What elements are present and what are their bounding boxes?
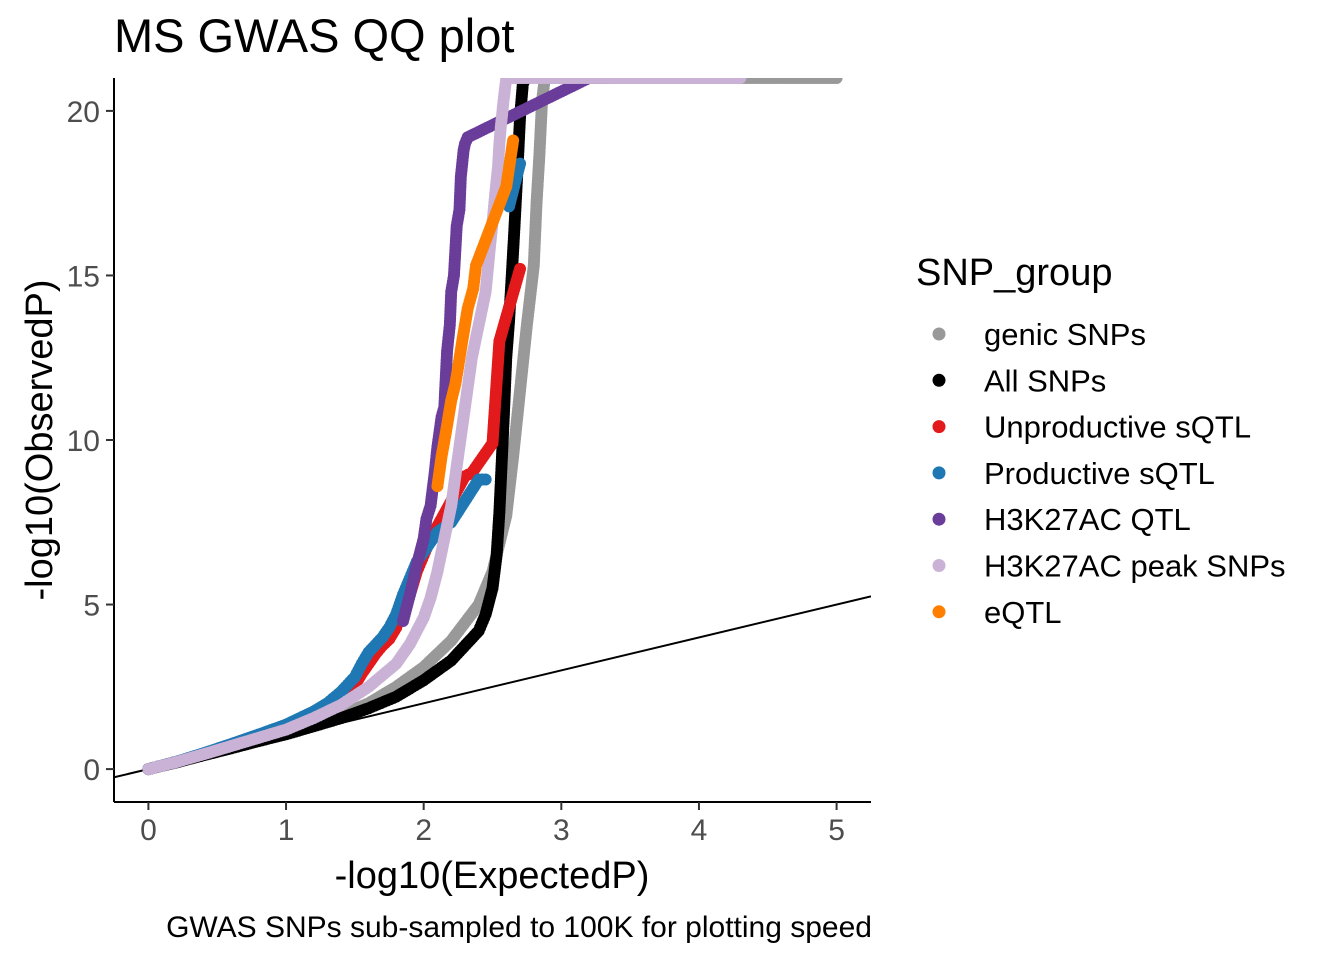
legend-label: genic SNPs (984, 317, 1146, 352)
chart-caption: GWAS SNPs sub-sampled to 100K for plotti… (166, 911, 872, 944)
data-point (507, 134, 520, 147)
legend-key (932, 559, 946, 572)
x-tick-label: 4 (691, 814, 708, 847)
x-tick-label: 3 (553, 814, 570, 847)
axes: 0 1 2 3 4 5 0 5 10 15 20 (67, 78, 871, 847)
legend-label: H3K27AC peak SNPs (984, 549, 1286, 584)
y-axis-label: -log10(ObservedP) (19, 279, 61, 600)
series-6 (431, 134, 520, 493)
data-point (734, 78, 747, 84)
legend-key (932, 605, 946, 619)
y-tick-label: 10 (67, 425, 100, 458)
x-tick-label: 1 (278, 814, 295, 847)
legend-key (932, 327, 946, 341)
y-tick-label: 20 (67, 96, 100, 129)
x-tick-label: 2 (415, 814, 432, 847)
legend-label: All SNPs (984, 363, 1106, 398)
legend: genic SNPs All SNPs Unproductive sQTL Produ… (932, 317, 1286, 630)
data-point (514, 262, 527, 275)
plot-panel (114, 78, 871, 779)
y-tick-label: 5 (83, 590, 100, 623)
legend-key (932, 466, 946, 480)
y-tick-label: 15 (67, 260, 100, 293)
y-tick-label: 0 (83, 754, 100, 787)
legend-label: Unproductive sQTL (984, 410, 1251, 445)
x-tick-label: 5 (828, 814, 845, 847)
legend-label: Productive sQTL (984, 456, 1215, 491)
data-point (830, 78, 843, 84)
series-5 (142, 78, 747, 776)
legend-title: SNP_group (916, 252, 1112, 294)
data-point (479, 473, 492, 486)
data-point (514, 157, 527, 170)
legend-key (932, 373, 946, 387)
legend-key (932, 420, 946, 434)
series-3 (142, 157, 527, 776)
x-tick-label: 0 (140, 814, 157, 847)
legend-label: eQTL (984, 595, 1062, 630)
x-axis-label: -log10(ExpectedP) (335, 855, 650, 897)
series-1 (142, 78, 532, 776)
series-4 (397, 78, 616, 627)
legend-key (932, 512, 946, 526)
legend-label: H3K27AC QTL (984, 502, 1191, 537)
chart-title: MS GWAS QQ plot (114, 9, 514, 62)
